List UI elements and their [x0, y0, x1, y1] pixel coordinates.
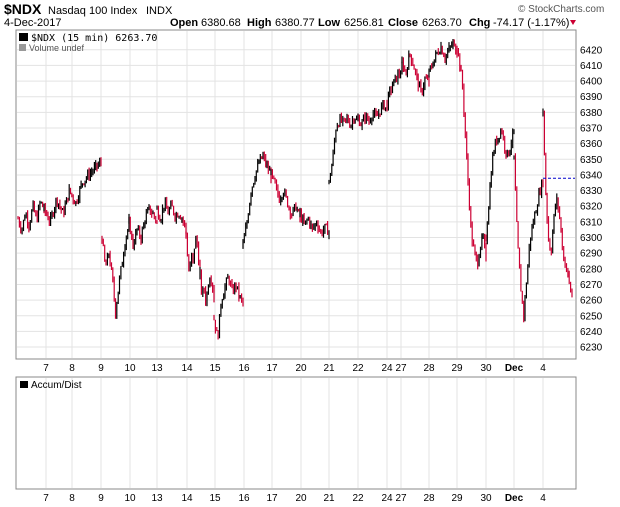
- x-tick-label: 21: [323, 493, 335, 504]
- price-grid: [17, 31, 575, 358]
- x-tick-label: 20: [295, 493, 307, 504]
- y-tick-label: 6260: [580, 296, 603, 307]
- x-tick-label: 21: [323, 363, 335, 374]
- x-tick-label: 13: [151, 493, 163, 504]
- close-label: Close: [388, 17, 418, 29]
- y-tick-label: 6320: [580, 202, 603, 213]
- chg-value: -74.17 (-1.17%): [493, 17, 569, 29]
- open-label: Open: [170, 17, 198, 29]
- accum-panel-frame: [15, 376, 577, 490]
- high-value: 6380.77: [275, 17, 315, 29]
- y-tick-label: 6380: [580, 108, 603, 119]
- x-tick-label: 15: [209, 363, 221, 374]
- x-tick-label: 28: [423, 493, 435, 504]
- x-tick-label: 9: [98, 493, 104, 504]
- x-tick-label: 15: [209, 493, 221, 504]
- symbol-title: $NDX: [4, 1, 42, 17]
- x-tick-label: 10: [124, 363, 136, 374]
- close-value: 6263.70: [422, 17, 462, 29]
- x-tick-label: 20: [295, 363, 307, 374]
- y-tick-label: 6350: [580, 155, 603, 166]
- x-tick-label: 10: [124, 493, 136, 504]
- price-axis-labels: 6230 6240 6250 6260 6270 6280 6290 6300 6310 6320…: [580, 45, 603, 353]
- y-tick-label: 6290: [580, 249, 603, 260]
- date-axis-top: 7 8 9 10 13 14 15 16 17 20 21 22 24 27 28 29 30 Dec 4: [43, 363, 546, 374]
- x-tick-label: 4: [540, 363, 546, 374]
- date-axis-bottom: 7 8 9 10 13 14 15 16 17 20 21 22 24 27 28 29 30 Dec 4: [43, 493, 546, 504]
- accum-legend: Accum/Dist: [31, 380, 82, 391]
- x-tick-label: 7: [43, 363, 49, 374]
- chart-date: 4-Dec-2017: [4, 17, 61, 29]
- x-tick-label: 28: [423, 363, 435, 374]
- x-tick-label: 30: [480, 363, 492, 374]
- x-tick-label: 14: [181, 363, 193, 374]
- y-tick-label: 6280: [580, 264, 603, 275]
- watermark: © StockCharts.com: [518, 4, 604, 15]
- x-tick-label: 17: [266, 363, 278, 374]
- volume-legend: Volume undef: [29, 43, 85, 53]
- x-tick-label: 16: [238, 493, 250, 504]
- x-tick-label: 14: [181, 493, 193, 504]
- x-tick-label: 9: [98, 363, 104, 374]
- x-tick-label: 29: [451, 363, 463, 374]
- open-value: 6380.68: [201, 17, 241, 29]
- x-tick-label: 22: [352, 493, 364, 504]
- y-tick-label: 6230: [580, 343, 603, 354]
- chg-label: Chg: [469, 17, 490, 29]
- x-tick-label: 24: [381, 363, 393, 374]
- x-tick-label: 16: [238, 363, 250, 374]
- y-tick-label: 6300: [580, 233, 603, 244]
- price-bars: [17, 39, 573, 340]
- index-name: Nasdaq 100 Index: [48, 5, 138, 17]
- x-tick-label: 8: [69, 493, 75, 504]
- y-tick-label: 6340: [580, 170, 603, 181]
- y-tick-label: 6310: [580, 217, 603, 228]
- volume-swatch-icon: [19, 44, 26, 51]
- x-tick-label: 30: [480, 493, 492, 504]
- down-triangle-icon: [570, 20, 576, 25]
- y-tick-label: 6360: [580, 139, 603, 150]
- high-label: High: [247, 17, 272, 29]
- low-value: 6256.81: [344, 17, 384, 29]
- price-legend: $NDX (15 min) 6263.70: [31, 33, 157, 44]
- y-tick-label: 6370: [580, 124, 603, 135]
- x-tick-label: 29: [451, 493, 463, 504]
- x-tick-label: Dec: [505, 363, 524, 374]
- x-tick-label: 4: [540, 493, 546, 504]
- x-tick-label: 22: [352, 363, 364, 374]
- low-label: Low: [318, 17, 340, 29]
- x-tick-label: 27: [395, 493, 407, 504]
- y-tick-label: 6270: [580, 280, 603, 291]
- y-tick-label: 6250: [580, 311, 603, 322]
- x-tick-label: 7: [43, 493, 49, 504]
- y-tick-label: 6390: [580, 92, 603, 103]
- x-tick-label: Dec: [505, 493, 524, 504]
- price-panel-frame: [15, 29, 577, 360]
- y-tick-label: 6330: [580, 186, 603, 197]
- y-tick-label: 6410: [580, 61, 603, 72]
- x-tick-label: 8: [69, 363, 75, 374]
- accum-grid: [45, 378, 544, 488]
- legend-swatch-icon: [19, 33, 28, 41]
- x-tick-label: 27: [395, 363, 407, 374]
- accum-swatch-icon: [20, 381, 28, 388]
- x-tick-label: 13: [151, 363, 163, 374]
- x-tick-label: 17: [266, 493, 278, 504]
- exchange-label: INDX: [146, 5, 173, 17]
- y-tick-label: 6400: [580, 77, 603, 88]
- x-tick-label: 24: [381, 493, 393, 504]
- y-tick-label: 6240: [580, 327, 603, 338]
- y-tick-label: 6420: [580, 45, 603, 56]
